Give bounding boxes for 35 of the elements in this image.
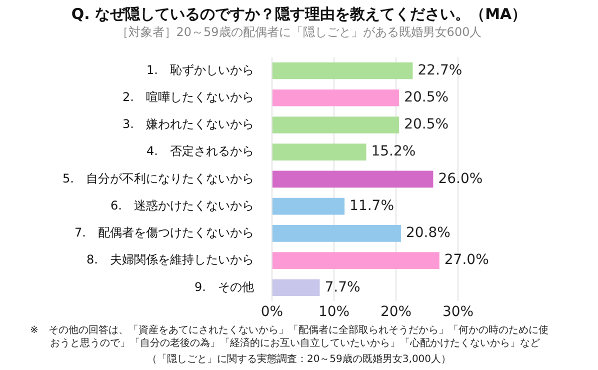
bar	[272, 89, 400, 106]
x-tick-label: 30%	[442, 304, 474, 320]
y-tick-label: 2. 喧嘩したくないから	[122, 90, 254, 104]
chart-subtitle: ［対象者］20～59歳の配偶者に「隠しごと」がある既婚男女600人	[115, 24, 483, 40]
text: （「隠しごと」に関する実態調査：20～59歳の既婚男女3,000人）	[146, 353, 452, 366]
y-tick-label: 8. 夫婦関係を維持したいから	[86, 252, 254, 267]
bar	[272, 252, 440, 269]
bar	[272, 144, 366, 160]
data-label: 22.7%	[418, 62, 462, 78]
bar	[272, 279, 320, 296]
bar	[272, 62, 413, 80]
y-tick-label: 7. 配偶者を傷つけたくないから	[74, 226, 254, 240]
data-label: 27.0%	[444, 252, 489, 268]
y-tick-label: 9. その他	[194, 280, 254, 294]
y-tick-label: 1. 恥ずかしいから	[146, 62, 254, 77]
bar	[272, 170, 434, 188]
y-tick-label: 5. 自分が不利になりたくないから	[62, 171, 254, 186]
x-tick-label: 10%	[318, 304, 350, 320]
bar	[272, 198, 345, 215]
data-label: 26.0%	[438, 170, 483, 187]
data-label: 20.8%	[406, 225, 450, 242]
text: ※ その他の回答は、「資産をあてにされたくないから」「配偶者に全部取られそうだから」「何かの時のために使おうと思うので」「自分の老後の為」「経済的にお互い自立していたいから」「心配かけたくないから」など	[30, 324, 550, 350]
x-tick-label: 0%	[260, 304, 284, 320]
y-tick-label: 6. 迷惑かけたくないから	[110, 198, 254, 212]
chart-title: Q. なぜ隠しているのですか？隠す理由を教えてください。（MA）	[70, 4, 528, 24]
x-tick-label: 20%	[380, 304, 412, 320]
data-label: 7.7%	[324, 279, 360, 296]
data-label: 20.5%	[404, 90, 449, 106]
data-label: 11.7%	[350, 198, 394, 214]
y-tick-label: 3. 嫌われたくないから	[122, 117, 254, 132]
y-tick-label: 4. 否定されるから	[146, 144, 254, 158]
data-label: 20.5%	[404, 116, 449, 133]
bar	[272, 116, 400, 134]
bar	[272, 225, 401, 242]
data-label: 15.2%	[371, 144, 416, 160]
